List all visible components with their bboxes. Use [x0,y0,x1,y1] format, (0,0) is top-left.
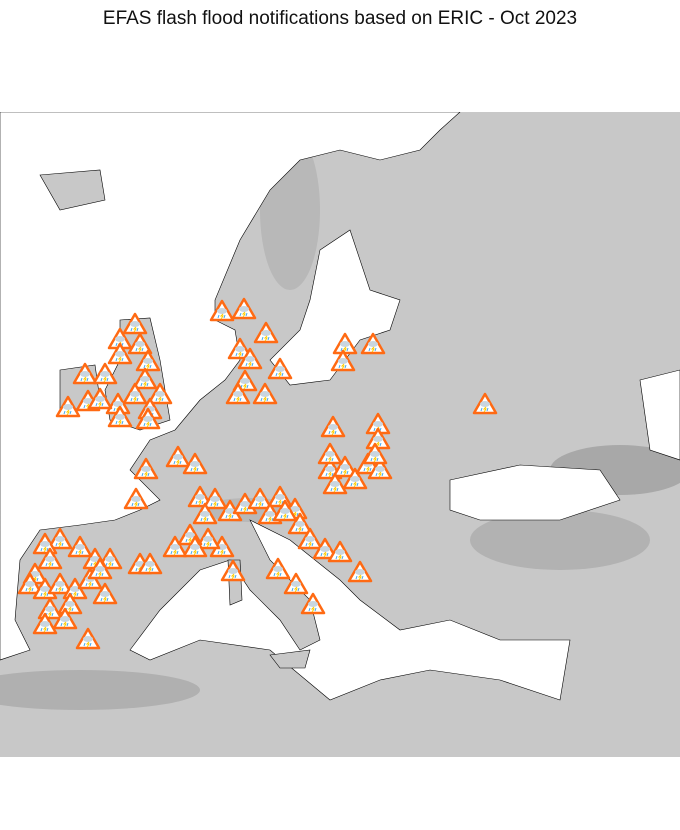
flash-flood-warning-triangle-icon [135,407,161,430]
map-title: EFAS flash flood notifications based on … [102,8,578,29]
flash-flood-warning-triangle-icon [87,387,113,410]
flash-flood-warning-triangle-icon [320,415,346,438]
flash-flood-warning-triangle-icon [231,297,257,320]
flash-flood-warning-triangle-icon [322,472,348,495]
flash-flood-warning-triangle-icon [287,512,313,535]
flash-flood-warning-triangle-icon [75,627,101,650]
flash-flood-warning-triangle-icon [165,445,191,468]
flash-flood-warning-triangle-icon [297,527,323,550]
flash-flood-warning-triangle-icon [300,592,326,615]
flash-flood-warning-triangle-icon [192,502,218,525]
sicily [269,649,311,669]
flash-flood-warning-triangle-icon [135,349,161,372]
flash-flood-warning-triangle-icon [272,499,298,522]
flash-flood-warning-triangle-icon [187,485,213,508]
flash-flood-warning-triangle-icon [330,349,356,372]
flash-flood-warning-triangle-icon [107,342,133,365]
flash-flood-warning-triangle-icon [67,535,93,558]
flash-flood-warning-triangle-icon [327,540,353,563]
flash-flood-warning-triangle-icon [472,392,498,415]
flash-flood-warning-triangle-icon [367,457,393,480]
flash-flood-warning-triangle-icon [137,552,163,575]
flash-flood-warning-triangle-icon [362,442,388,465]
flash-flood-warning-triangle-icon [133,457,159,480]
mountain-relief [0,670,200,710]
flash-flood-warning-triangle-icon [47,572,73,595]
flash-flood-warning-triangle-icon [247,487,273,510]
flash-flood-warning-triangle-icon [225,382,251,405]
flash-flood-warning-triangle-icon [92,582,118,605]
flash-flood-warning-triangle-icon [360,332,386,355]
flash-flood-warning-triangle-icon [283,572,309,595]
flash-flood-warning-triangle-icon [237,347,263,370]
flash-flood-warning-triangle-icon [47,527,73,550]
flash-flood-warning-triangle-icon [37,547,63,570]
flash-flood-warning-triangle-icon [122,382,148,405]
flash-flood-warning-triangle-icon [32,612,58,635]
flash-flood-warning-triangle-icon [107,405,133,428]
iceland [39,169,106,211]
black-sea [449,464,621,521]
atlantic-ocean [0,112,461,661]
flash-flood-warning-triangle-icon [52,607,78,630]
flash-flood-warning-triangle-icon [132,367,158,390]
flash-flood-warning-triangle-icon [127,332,153,355]
flash-flood-warning-triangle-icon [220,559,246,582]
flash-flood-warning-triangle-icon [209,299,235,322]
flash-flood-warning-triangle-icon [253,321,279,344]
mediterranean-sea [129,519,571,701]
flash-flood-warning-triangle-icon [312,537,338,560]
flash-flood-warning-triangle-icon [267,357,293,380]
flash-flood-warning-triangle-icon [182,452,208,475]
caspian-sea [639,369,680,461]
flash-flood-warning-triangle-icon [162,535,188,558]
flash-flood-warning-triangle-icon [195,527,221,550]
flash-flood-warning-triangle-icon [227,337,253,360]
flash-flood-warning-triangle-icon [92,362,118,385]
flash-flood-warning-triangle-icon [72,362,98,385]
flash-flood-warning-triangle-icon [347,560,373,583]
flash-flood-warning-triangle-icon [265,557,291,580]
flash-flood-warning-triangle-icon [123,487,149,510]
flash-flood-warning-triangle-icon [147,382,173,405]
flash-flood-warning-triangle-icon [17,572,43,595]
flash-flood-warning-triangle-icon [342,467,368,490]
flash-flood-warning-triangle-icon [317,442,343,465]
flash-flood-warning-triangle-icon [332,455,358,478]
flash-flood-warning-triangle-icon [182,535,208,558]
europe-map [0,112,680,757]
flash-flood-warning-triangle-icon [252,382,278,405]
mountain-relief [470,510,650,570]
flash-flood-warning-triangle-icon [122,312,148,335]
flash-flood-warning-triangle-icon [87,557,113,580]
flash-flood-warning-triangle-icon [55,395,81,418]
flash-flood-warning-triangle-icon [202,487,228,510]
